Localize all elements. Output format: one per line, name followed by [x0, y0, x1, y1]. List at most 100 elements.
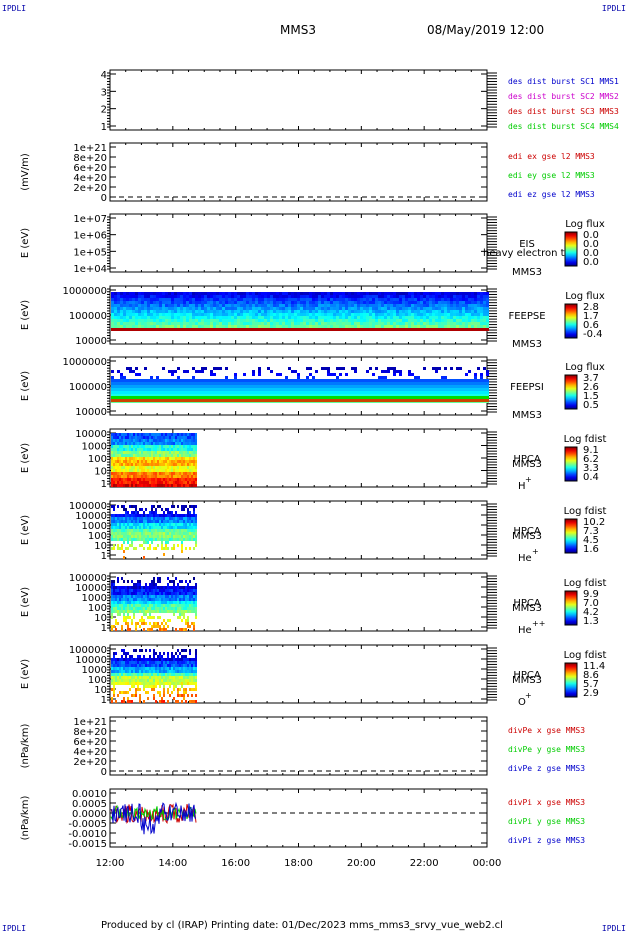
spectrogram-cell [115, 535, 117, 538]
spectrogram-cell [267, 316, 270, 319]
spectrogram-cell [255, 292, 258, 295]
spectrogram-cell [441, 295, 444, 298]
spectrogram-cell [162, 313, 165, 316]
spectrogram-cell [486, 316, 489, 319]
spectrogram-cell [432, 367, 435, 370]
spectrogram-cell [129, 301, 132, 304]
spectrogram-cell [162, 316, 165, 319]
spectrogram-cell [189, 322, 192, 325]
spectrogram-cell [168, 301, 171, 304]
spectrogram-cell [411, 379, 414, 382]
spectrogram-cell [357, 388, 360, 391]
spectrogram-cell [375, 396, 378, 399]
spectrogram-cell [288, 298, 291, 301]
spectrogram-cell [168, 307, 171, 310]
spectrogram-cell [145, 532, 147, 535]
spectrogram-cell [137, 433, 139, 436]
spectrogram-cell [210, 307, 213, 310]
spectrogram-cell [336, 316, 339, 319]
spectrogram-cell [429, 396, 432, 399]
spectrogram-cell [417, 382, 420, 385]
spectrogram-cell [123, 301, 126, 304]
spectrogram-cell [117, 439, 119, 442]
spectrogram-cell [153, 442, 155, 445]
colorbar-title: Log flux [565, 291, 605, 302]
spectrogram-cell [420, 322, 423, 325]
spectrogram-cell [141, 475, 143, 478]
spectrogram-cell [321, 313, 324, 316]
spectrogram-cell [399, 322, 402, 325]
spectrogram-cell [225, 310, 228, 313]
spectrogram-cell [204, 310, 207, 313]
spectrogram-cell [480, 379, 483, 382]
spectrogram-cell [471, 301, 474, 304]
spectrogram-cell [147, 316, 150, 319]
spectrogram-cell [123, 448, 125, 451]
spectrogram-cell [279, 385, 282, 388]
spectrogram-cell [177, 388, 180, 391]
spectrogram-cell [111, 442, 113, 445]
spectrogram-cell [309, 316, 312, 319]
spectrogram-cell [216, 313, 219, 316]
spectrogram-cell [143, 478, 145, 481]
spectrogram-cell [225, 313, 228, 316]
spectrogram-cell [348, 316, 351, 319]
spectrogram-cell [181, 481, 183, 484]
spectrogram-cell [249, 298, 252, 301]
spectrogram-cell [285, 319, 288, 322]
spectrogram-cell [429, 322, 432, 325]
spectrogram-cell [312, 388, 315, 391]
spectrogram-cell [165, 472, 167, 475]
spectrogram-cell [441, 385, 444, 388]
spectrogram-cell [207, 325, 210, 328]
spectrogram-cell [138, 322, 141, 325]
spectrogram-cell [219, 292, 222, 295]
spectrogram-cell [405, 301, 408, 304]
spectrogram-cell [240, 292, 243, 295]
spectrogram-cell [155, 478, 157, 481]
spectrogram-cell [119, 439, 121, 442]
spectrogram-cell [228, 298, 231, 301]
spectrogram-cell [186, 370, 189, 373]
spectrogram-cell [396, 298, 399, 301]
spectrogram-cell [192, 394, 195, 397]
y-tick-label: 2 [101, 105, 107, 116]
spectrogram-cell [276, 295, 279, 298]
spectrogram-cell [137, 454, 139, 457]
spectrogram-cell [162, 399, 165, 402]
spectrogram-cell [372, 391, 375, 394]
spectrogram-cell [141, 433, 143, 436]
spectrogram-cell [201, 295, 204, 298]
spectrogram-cell [438, 328, 441, 331]
spectrogram-cell [195, 295, 198, 298]
spectrogram-cell [426, 388, 429, 391]
spectrogram-cell [121, 478, 123, 481]
spectrogram-cell [132, 319, 135, 322]
spectrogram-cell [480, 388, 483, 391]
spectrogram-cell [375, 367, 378, 370]
spectrogram-cell [147, 451, 149, 454]
spectrogram-cell [147, 466, 149, 469]
spectrogram-cell [157, 466, 159, 469]
spectrogram-cell [127, 469, 129, 472]
spectrogram-cell [441, 298, 444, 301]
spectrogram-cell [163, 472, 165, 475]
spectrogram-cell [336, 376, 339, 379]
spectrogram-cell [161, 538, 163, 541]
spectrogram-cell [119, 445, 121, 448]
spectrogram-cell [225, 328, 228, 331]
spectrogram-cell [125, 529, 127, 532]
spectrogram-cell [423, 382, 426, 385]
spectrogram-cell [185, 433, 187, 436]
spectrogram-cell [149, 478, 151, 481]
spectrogram-cell [468, 313, 471, 316]
spectrogram-cell [123, 484, 125, 487]
spectrogram-cell [333, 379, 336, 382]
corner-label-top-right: IPDLI [601, 4, 626, 13]
spectrogram-cell [369, 310, 372, 313]
spectrogram-cell [318, 319, 321, 322]
spectrogram-cell [387, 396, 390, 399]
spectrogram-cell [330, 328, 333, 331]
spectrogram-cell [127, 445, 129, 448]
spectrogram-cell [153, 520, 155, 523]
